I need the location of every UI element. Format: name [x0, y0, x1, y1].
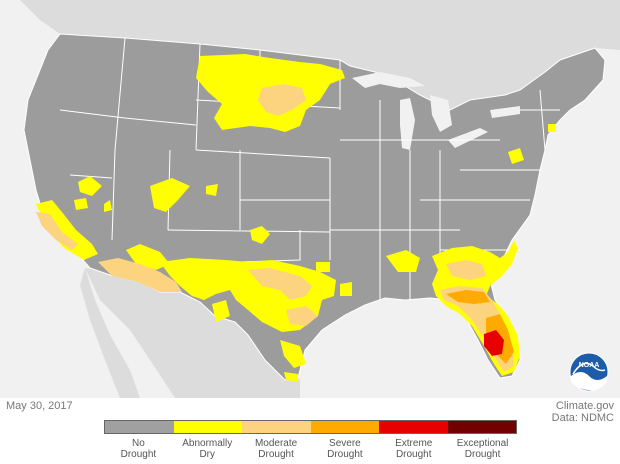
legend-swatch	[105, 421, 174, 433]
extreme-drought-areas	[484, 330, 504, 356]
legend-label-line1: Severe	[329, 438, 361, 449]
legend-label-line2: Drought	[464, 449, 501, 460]
credit-data: Data: NDMC	[551, 412, 614, 424]
legend-label: Exceptional Drought	[448, 438, 517, 460]
legend-label-line1: Moderate	[254, 438, 298, 449]
legend-label-line2: Drought	[395, 449, 432, 460]
legend-label-line2: Drought	[258, 449, 294, 460]
canada-land	[0, 0, 620, 110]
legend-swatch	[310, 421, 379, 433]
lake-michigan	[400, 98, 415, 150]
baja-land	[80, 268, 140, 398]
legend-labels: No Drought Abnormally Dry Moderate Drought Sev…	[104, 438, 517, 460]
legend-label-line1: No	[132, 438, 145, 449]
legend-label: Moderate Drought	[242, 438, 311, 460]
legend-label: Abnormally Dry	[173, 438, 242, 460]
lake-erie	[448, 128, 488, 148]
legend-label-line2: Dry	[199, 449, 216, 460]
lake-huron	[430, 95, 452, 132]
legend-swatch	[242, 421, 311, 433]
legend-label-line2: Drought	[327, 449, 363, 460]
legend-label-line1: Extreme	[395, 438, 433, 449]
legend-swatch	[447, 421, 516, 433]
map-date: May 30, 2017	[6, 400, 73, 412]
svg-text:NOAA: NOAA	[579, 362, 600, 369]
map-canvas	[0, 0, 620, 398]
lake-superior	[352, 72, 425, 88]
legend-label-line1: Exceptional	[456, 438, 509, 449]
mexico-land	[85, 268, 300, 398]
legend-label: No Drought	[104, 438, 173, 460]
noaa-logo: NOAA	[569, 352, 609, 392]
legend-bar	[104, 420, 517, 434]
legend-swatch	[379, 421, 448, 433]
lake-ontario	[490, 106, 520, 118]
credit-source: Climate.gov	[555, 400, 614, 412]
legend-label: Extreme Drought	[379, 438, 448, 460]
legend-label: Severe Drought	[310, 438, 379, 460]
credit-block: Climate.gov Data: NDMC	[552, 400, 614, 424]
drought-map	[0, 0, 620, 398]
legend-label-line2: Drought	[120, 449, 157, 460]
legend-swatch	[173, 421, 242, 433]
legend-label-line1: Abnormally	[182, 438, 233, 449]
